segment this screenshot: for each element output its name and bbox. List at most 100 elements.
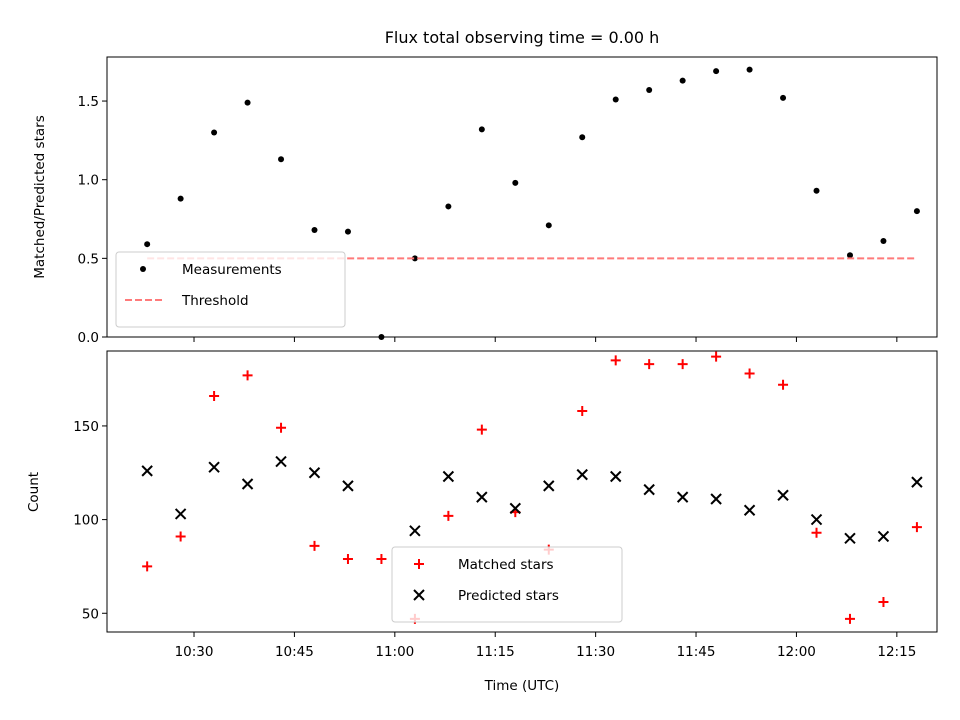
predicted-star-point [409, 525, 421, 537]
bottom-axes-frame [106, 350, 938, 633]
predicted-star-point [241, 478, 254, 490]
legend-label: Predicted stars [458, 588, 559, 604]
top-chart-title: Flux total observing time = 0.00 h [385, 28, 660, 47]
measurement-point [278, 156, 285, 163]
matched-star-point [911, 522, 922, 533]
measurement-point [880, 238, 887, 245]
measurement-point [746, 66, 753, 73]
x-tick-label: 12:00 [777, 644, 816, 660]
x-tick-label: 12:15 [877, 644, 916, 660]
bottom-y-axis-label: Count [26, 472, 42, 512]
measurement-point [913, 208, 920, 215]
predicted-star-point [476, 491, 488, 503]
measurement-point [311, 227, 318, 234]
measurement-point [344, 228, 351, 235]
predicted-star-point [208, 461, 220, 473]
measurement-point [411, 255, 418, 262]
predicted-star-point [844, 532, 856, 545]
legend-box [391, 546, 623, 623]
measurement-point [545, 222, 552, 229]
predicted-star-point [543, 480, 555, 492]
x-tick-label: 11:00 [375, 644, 414, 660]
matched-star-point [142, 561, 153, 572]
legend-label: Matched stars [458, 557, 554, 573]
matched-star-point [209, 390, 220, 401]
matched-star-point [677, 359, 688, 370]
y-tick-label: 50 [82, 606, 99, 622]
measurement-point [512, 179, 519, 186]
y-tick-label: 1.0 [78, 173, 99, 189]
measurement-point [846, 252, 853, 259]
matched-star-point [175, 531, 186, 542]
bottom-legend: Matched stars Predicted stars [391, 546, 623, 623]
x-tick-label: 10:45 [275, 644, 314, 660]
measurement-point [177, 195, 184, 202]
measurement-point [445, 203, 452, 210]
predicted-star-point [576, 468, 588, 481]
x-tick-label: 11:30 [576, 644, 615, 660]
measurement-point [144, 241, 151, 248]
top-marks [144, 66, 920, 340]
predicted-star-point [911, 476, 923, 488]
legend-swatch [414, 559, 424, 569]
legend-label: Threshold [181, 293, 249, 309]
bottom-x-axis-label: Time (UTC) [484, 678, 560, 694]
predicted-star-point [676, 491, 689, 503]
predicted-star-point [141, 465, 153, 477]
bottom-axes: Time (UTC) Count 50 100 150 10:30 10:45 11:00… [26, 350, 938, 694]
matched-star-point [342, 553, 353, 564]
predicted-star-point [777, 489, 789, 501]
matched-star-point [476, 424, 487, 435]
predicted-star-point [174, 508, 187, 520]
predicted-star-point [743, 504, 756, 516]
y-tick-label: 0.5 [78, 251, 99, 267]
predicted-star-point [308, 467, 321, 479]
measurement-point [211, 129, 218, 136]
measurement-point [780, 94, 787, 101]
measurement-point [612, 96, 619, 103]
matched-star-point [610, 355, 621, 366]
matched-star-point [811, 527, 822, 538]
matched-star-point [242, 370, 253, 381]
y-tick-label: 100 [73, 513, 99, 529]
measurement-point [579, 134, 586, 141]
matched-star-point [577, 405, 588, 416]
matched-star-point [309, 540, 320, 551]
predicted-star-point [810, 513, 823, 526]
legend-box [115, 251, 346, 328]
predicted-star-point [509, 502, 522, 515]
matched-star-point [711, 351, 722, 362]
predicted-star-point [710, 493, 722, 505]
matched-star-point [778, 379, 789, 390]
matched-star-point [844, 613, 855, 624]
measurement-point [244, 99, 251, 106]
x-tick-label: 11:15 [476, 644, 515, 660]
matched-star-point [443, 510, 454, 521]
x-tick-label: 11:45 [677, 644, 716, 660]
matched-star-point [644, 359, 655, 370]
measurement-point [646, 87, 653, 94]
predicted-star-point [643, 483, 655, 496]
y-tick-label: 0.0 [78, 330, 99, 346]
measurement-point [713, 68, 720, 75]
y-tick-label: 1.5 [78, 94, 99, 110]
predicted-star-point [275, 455, 287, 468]
x-tick-label: 10:30 [175, 644, 214, 660]
top-axes: Flux total observing time = 0.00 h Match… [32, 28, 938, 346]
measurement-point [813, 187, 820, 194]
predicted-star-point [342, 480, 354, 492]
predicted-star-point [610, 470, 622, 483]
measurement-point [679, 77, 686, 84]
y-tick-label: 150 [73, 419, 99, 435]
matched-star-point [878, 597, 889, 608]
predicted-star-point [442, 470, 455, 483]
matched-star-point [276, 422, 287, 433]
legend-swatch [140, 266, 146, 272]
top-y-axis-label: Matched/Predicted stars [32, 115, 48, 278]
bottom-marks [141, 351, 923, 624]
matched-star-point [744, 368, 755, 379]
matched-star-point [376, 553, 387, 564]
bottom-ticks: 50 100 150 10:30 10:45 11:00 11:15 11:30 11:45 12… [73, 419, 916, 660]
legend-label: Measurements [182, 262, 282, 278]
